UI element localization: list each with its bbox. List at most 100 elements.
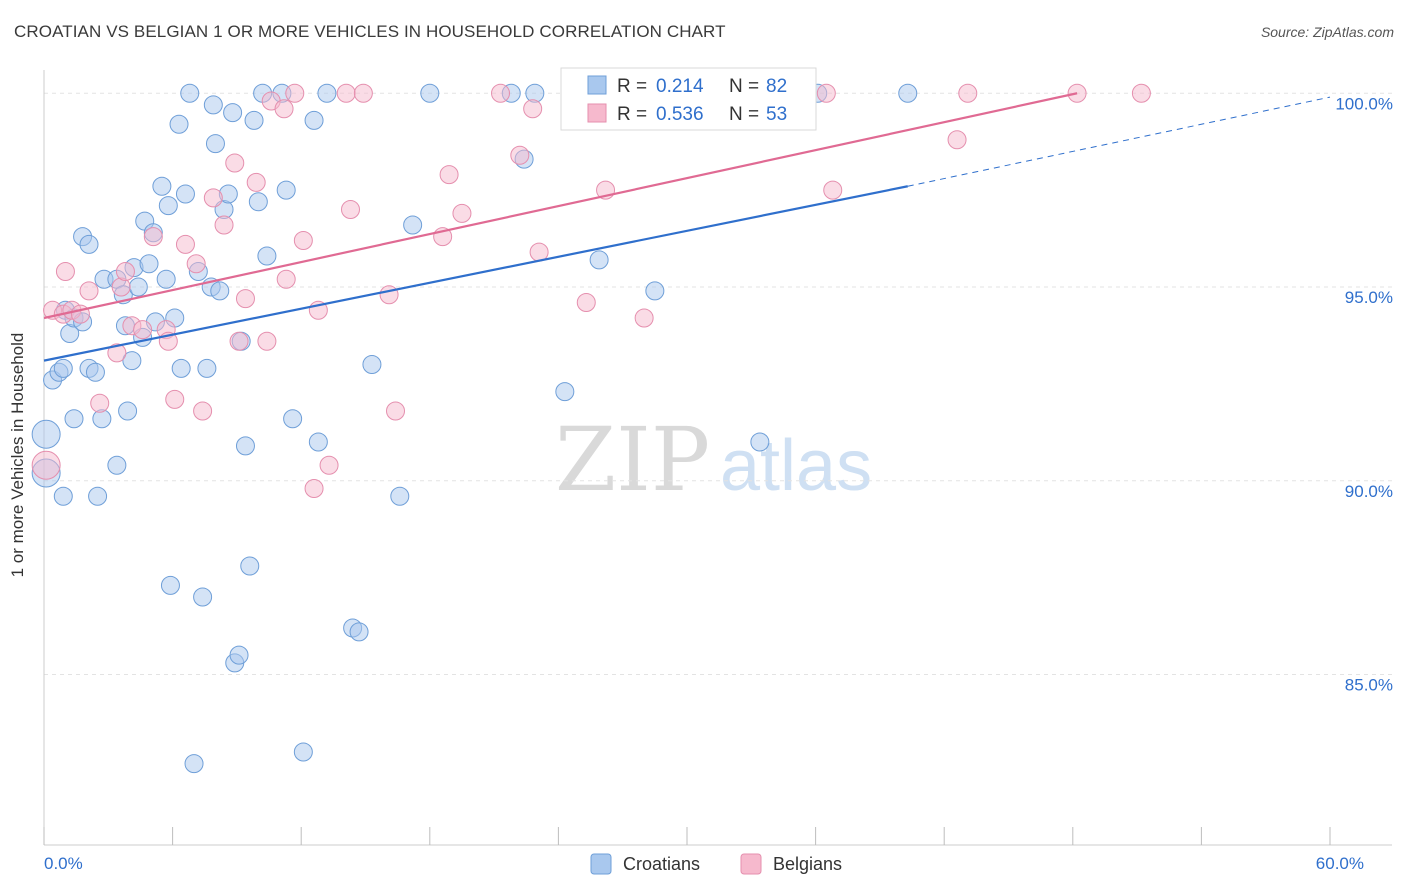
croatians-point bbox=[362, 355, 382, 374]
belgians-trend-line bbox=[43, 92, 1078, 320]
bottom-legend-swatch bbox=[740, 853, 762, 875]
belgians-point bbox=[947, 130, 967, 150]
croatians-point bbox=[308, 432, 328, 452]
y-tick-label: 85.0% bbox=[1345, 676, 1393, 695]
belgians-point bbox=[491, 83, 511, 103]
legend-swatch bbox=[587, 103, 607, 123]
croatians-point bbox=[88, 486, 108, 506]
watermark-atlas: atlas bbox=[720, 426, 872, 506]
legend-n-value: 82 bbox=[766, 76, 787, 97]
croatians-point bbox=[158, 196, 178, 216]
y-tick-label: 95.0% bbox=[1345, 288, 1393, 307]
belgians-point bbox=[165, 389, 185, 409]
chart-title: CROATIAN VS BELGIAN 1 OR MORE VEHICLES I… bbox=[14, 22, 726, 41]
croatians-point bbox=[64, 409, 84, 429]
belgians-point bbox=[257, 331, 277, 351]
belgians-point bbox=[175, 234, 195, 254]
croatians-point bbox=[171, 358, 191, 378]
croatians-point bbox=[128, 277, 148, 297]
x-tick-label: 60.0% bbox=[1316, 854, 1364, 873]
belgians-point bbox=[340, 200, 360, 219]
belgians-point bbox=[1131, 83, 1151, 103]
belgians-point bbox=[510, 145, 530, 165]
bottom-legend-label: Croatians bbox=[623, 854, 700, 874]
croatians-point bbox=[175, 184, 195, 204]
bottom-legend-swatch bbox=[590, 853, 612, 875]
legend-n-label: N = bbox=[729, 104, 759, 125]
legend-r-value: 0.536 bbox=[656, 104, 704, 125]
croatians-point bbox=[750, 432, 770, 452]
croatians-point bbox=[283, 409, 303, 429]
croatians-point bbox=[390, 486, 410, 506]
croatians-point bbox=[898, 83, 918, 103]
croatians-point bbox=[53, 358, 73, 378]
croatians-point bbox=[229, 645, 249, 665]
belgians-point bbox=[386, 401, 406, 421]
croatians-point bbox=[645, 281, 665, 301]
croatians-point bbox=[180, 83, 200, 103]
belgians-point bbox=[235, 289, 255, 309]
croatians-point bbox=[193, 587, 213, 607]
belgians-point bbox=[55, 262, 75, 281]
belgians-point bbox=[115, 262, 135, 281]
belgians-point bbox=[319, 455, 339, 475]
belgians-point bbox=[143, 227, 163, 247]
croatians-point bbox=[257, 246, 277, 266]
croatians-point bbox=[293, 742, 313, 762]
croatians-point bbox=[79, 234, 99, 254]
croatians-point bbox=[107, 455, 127, 475]
belgians-point bbox=[79, 281, 99, 301]
x-tick-label: 0.0% bbox=[44, 854, 83, 873]
belgians-point bbox=[274, 99, 294, 119]
croatians-point bbox=[555, 382, 575, 402]
belgians-point bbox=[958, 83, 978, 103]
croatians-point bbox=[169, 114, 189, 134]
belgians-point bbox=[336, 83, 356, 103]
croatians-point bbox=[53, 486, 73, 506]
croatians-trend-line bbox=[43, 185, 908, 362]
belgians-point bbox=[186, 254, 206, 274]
croatians-point bbox=[223, 103, 243, 123]
croatians-point bbox=[244, 110, 264, 130]
croatians-point bbox=[240, 556, 260, 576]
croatians-point bbox=[317, 83, 337, 103]
legend-swatch bbox=[587, 75, 607, 95]
croatians-point bbox=[139, 254, 159, 274]
belgians-point bbox=[31, 450, 61, 480]
belgians-point bbox=[304, 479, 324, 498]
bottom-legend-label: Belgians bbox=[773, 854, 842, 874]
croatians-point bbox=[205, 134, 225, 154]
legend-box: R = 0.214 N = 82 R = 0.536 N = 53 bbox=[560, 67, 817, 131]
belgians-point bbox=[133, 320, 153, 340]
belgians-point bbox=[203, 188, 223, 208]
belgians-point bbox=[246, 172, 266, 192]
belgians-point bbox=[225, 153, 245, 173]
belgians-point bbox=[229, 331, 249, 351]
legend-r-label: R = bbox=[617, 104, 647, 125]
belgians-point bbox=[285, 83, 305, 103]
belgians-point bbox=[276, 269, 296, 289]
croatians-point bbox=[85, 362, 105, 382]
belgians-point bbox=[214, 215, 234, 235]
legend-n-value: 53 bbox=[766, 104, 787, 125]
belgians-point bbox=[379, 285, 399, 305]
y-tick-label: 90.0% bbox=[1345, 482, 1393, 501]
croatians-point bbox=[235, 436, 255, 456]
belgians-point bbox=[107, 343, 127, 363]
legend-n-label: N = bbox=[729, 76, 759, 97]
croatians-point bbox=[160, 575, 180, 595]
croatians-point bbox=[304, 110, 324, 130]
croatians-point bbox=[156, 269, 176, 289]
watermark-zip: ZIP bbox=[555, 408, 710, 511]
belgians-point bbox=[452, 203, 472, 223]
belgians-point bbox=[439, 165, 459, 185]
y-tick-label: 100.0% bbox=[1335, 94, 1393, 113]
belgians-point bbox=[90, 393, 110, 413]
belgians-point bbox=[634, 308, 654, 328]
legend-r-label: R = bbox=[617, 76, 647, 97]
croatians-point bbox=[118, 401, 138, 421]
croatians-point bbox=[589, 250, 609, 270]
croatians-point bbox=[420, 83, 440, 103]
croatians-point bbox=[210, 281, 230, 301]
croatians-point bbox=[403, 215, 423, 235]
